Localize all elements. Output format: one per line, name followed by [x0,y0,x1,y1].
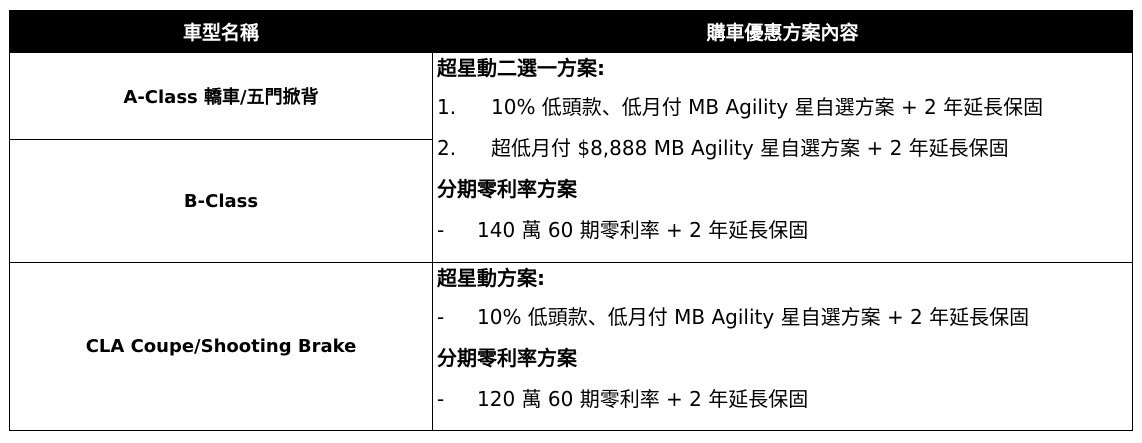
model-cell: A-Class 轎車/五門掀背 [9,52,433,140]
plan-sub-item: -140 萬 60 期零利率 + 2 年延長保固 [437,218,809,242]
table-row: A-Class 轎車/五門掀背 超星動二選一方案: 1. 10% 低頭款、低月付 … [9,52,1133,263]
plan-item: 2. 超低月付 $8,888 MB Agility 星自選方案 + 2 年延長保固 [437,136,1009,160]
table-row: B-Class [9,139,1133,263]
plan-title: 超星動二選一方案: [437,56,605,80]
header-row: 車型名稱 購車優惠方案內容 [9,10,1133,53]
model-cell: B-Class [9,139,433,263]
plan-subtitle: 分期零利率方案 [437,177,577,201]
table-row: CLA Coupe/Shooting Brake 超星動方案: -10% 低頭款… [9,262,1133,431]
promotion-table: 車型名稱 購車優惠方案內容 A-Class 轎車/五門掀背 超星動二選一方案: … [9,10,1133,431]
plan-sub-item: -120 萬 60 期零利率 + 2 年延長保固 [437,387,809,411]
plan-cell: 超星動二選一方案: 1. 10% 低頭款、低月付 MB Agility 星自選方案… [432,52,1133,263]
plan-item: 1. 10% 低頭款、低月付 MB Agility 星自選方案 + 2 年延長保固 [437,95,1044,119]
header-plan: 購車優惠方案內容 [432,10,1133,53]
plan-cell: 超星動方案: -10% 低頭款、低月付 MB Agility 星自選方案 + 2… [432,262,1133,431]
plan-subtitle: 分期零利率方案 [437,346,577,370]
plan-title: 超星動方案: [437,266,545,290]
header-model: 車型名稱 [9,10,433,53]
plan-item: -10% 低頭款、低月付 MB Agility 星自選方案 + 2 年延長保固 [437,305,1030,329]
model-cell: CLA Coupe/Shooting Brake [9,262,433,431]
